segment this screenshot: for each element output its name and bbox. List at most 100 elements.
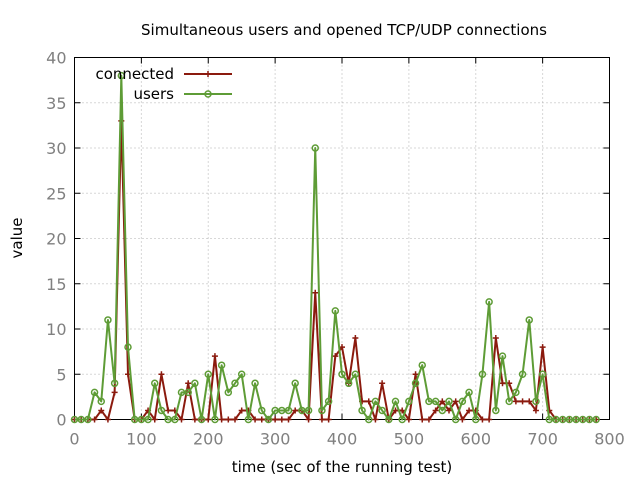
data-point-connected — [432, 407, 439, 414]
data-point-users — [117, 71, 126, 80]
x-tick-label: 300 — [260, 430, 291, 449]
x-tick-label: 100 — [126, 430, 157, 449]
data-point-connected — [499, 380, 506, 387]
x-tick-label: 500 — [394, 430, 425, 449]
data-point-users — [451, 415, 460, 424]
data-point-users — [304, 406, 313, 415]
data-point-users — [498, 352, 507, 360]
data-point-connected — [232, 416, 238, 423]
data-point-connected — [379, 380, 386, 387]
y-axis: 0 5 10 15 20 25 30 35 40 — [46, 49, 610, 430]
data-point-connected — [512, 398, 519, 405]
y-tick-label: 20 — [46, 230, 66, 249]
data-point-connected — [325, 416, 332, 423]
data-point-users — [344, 379, 353, 388]
x-axis-label: time (sec of the running test) — [232, 458, 453, 476]
data-point-connected — [292, 407, 299, 414]
data-point-connected — [111, 389, 118, 396]
chart-title: Simultaneous users and opened TCP/UDP co… — [141, 21, 547, 39]
data-point-users — [84, 415, 92, 424]
x-tick-label: 800 — [594, 430, 625, 449]
data-point-users — [505, 397, 513, 406]
data-point-connected — [412, 371, 419, 378]
y-tick-label: 40 — [46, 49, 66, 68]
data-point-connected — [91, 416, 98, 423]
data-point-connected — [446, 407, 452, 414]
data-point-users — [291, 379, 299, 388]
y-tick-label: 15 — [46, 275, 66, 294]
data-point-connected — [305, 416, 312, 423]
data-point-users — [184, 388, 192, 397]
data-point-users — [485, 298, 493, 306]
data-point-connected — [318, 416, 325, 423]
x-axis: 0 100 200 300 400 500 600 700 800 — [69, 57, 625, 449]
y-tick-label: 5 — [56, 365, 66, 384]
legend-marker-users — [204, 90, 212, 98]
data-point-connected — [405, 416, 412, 423]
data-point-users — [438, 406, 447, 415]
data-point-users — [90, 388, 99, 397]
data-point-users — [331, 307, 340, 315]
legend-label-users: users — [133, 85, 174, 103]
x-tick-label: 200 — [193, 430, 224, 449]
data-point-connected — [459, 416, 466, 423]
data-point-users — [351, 370, 360, 378]
data-point-users — [264, 415, 273, 424]
x-tick-label: 600 — [460, 430, 491, 449]
data-point-connected — [98, 407, 105, 414]
data-point-users — [365, 415, 373, 424]
data-point-users — [592, 415, 600, 424]
data-point-users — [110, 379, 119, 388]
data-point-users — [445, 397, 453, 406]
data-point-connected — [185, 380, 192, 387]
data-point-connected — [526, 398, 533, 405]
data-point-users — [458, 397, 467, 406]
data-point-connected — [332, 353, 339, 360]
data-point-users — [197, 415, 206, 424]
data-point-connected — [225, 416, 232, 423]
data-point-users — [525, 316, 533, 324]
legend-label-connected: connected — [95, 65, 174, 83]
data-point-connected — [372, 416, 379, 423]
data-point-connected — [439, 398, 446, 405]
data-point-connected — [238, 407, 245, 414]
data-point-users — [512, 388, 520, 397]
data-point-users — [398, 415, 406, 424]
data-point-users — [318, 406, 326, 415]
data-point-connected — [452, 398, 459, 405]
data-point-users — [157, 406, 166, 415]
data-point-connected — [104, 416, 111, 423]
data-point-users — [492, 406, 500, 415]
data-point-users — [224, 388, 233, 397]
data-point-users — [124, 343, 132, 351]
data-point-users — [97, 397, 105, 406]
y-tick-label: 25 — [46, 184, 66, 203]
data-point-connected — [352, 335, 359, 342]
data-point-connected — [151, 416, 158, 423]
data-point-connected — [278, 416, 285, 423]
data-point-users — [144, 415, 152, 424]
series-line-users — [74, 74, 597, 421]
grid — [74, 57, 610, 420]
data-point-connected — [365, 398, 372, 405]
series-layer — [70, 71, 600, 424]
data-point-users — [385, 415, 393, 424]
data-point-users — [405, 397, 413, 406]
y-axis-label: value — [8, 218, 26, 259]
data-point-connected — [532, 407, 539, 414]
data-point-connected — [419, 416, 426, 423]
data-point-users — [518, 370, 527, 378]
y-tick-label: 30 — [46, 139, 66, 158]
data-point-users — [391, 397, 400, 406]
data-point-users — [204, 370, 212, 378]
data-point-connected — [392, 407, 399, 414]
data-point-connected — [539, 344, 546, 351]
data-point-users — [472, 415, 480, 424]
data-point-connected — [205, 416, 212, 423]
data-point-users — [211, 415, 219, 424]
y-tick-label: 0 — [56, 411, 66, 430]
data-point-connected — [486, 416, 493, 423]
data-point-users — [371, 397, 380, 406]
data-point-users — [411, 379, 420, 388]
data-point-connected — [285, 416, 292, 423]
